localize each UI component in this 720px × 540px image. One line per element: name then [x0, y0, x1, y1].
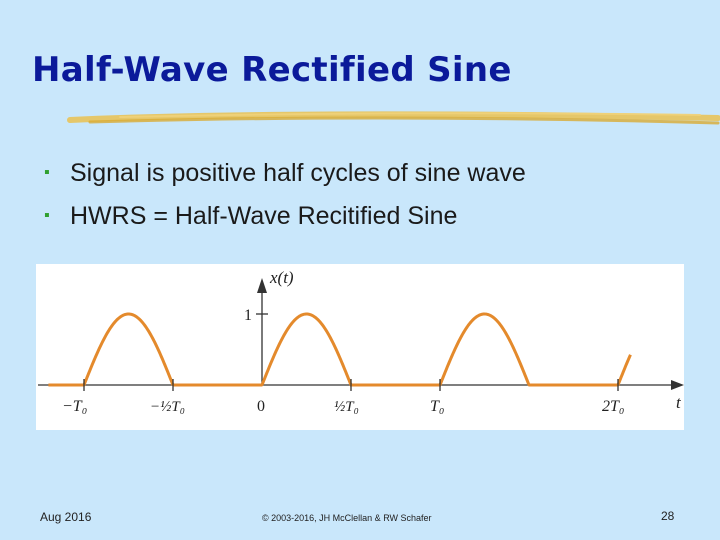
- title-underline-brushstroke: [67, 111, 720, 125]
- footer-copyright: © 2003-2016, JH McClellan & RW Schafer: [262, 513, 432, 523]
- page-number: 28: [661, 509, 675, 523]
- waveform-plot: x(t) 1 t −T₀ −½T₀ 0 ½T₀ T₀ 2T₀: [38, 268, 684, 415]
- bullet-item: ▪ HWRS = Half-Wave Recitified Sine: [44, 201, 526, 231]
- x-tick-label: −T₀: [62, 398, 87, 415]
- bullet-item: ▪ Signal is positive half cycles of sine…: [44, 158, 526, 188]
- square-bullet-icon: ▪: [44, 164, 50, 181]
- slide-title: Half-Wave Rectified Sine: [32, 50, 512, 90]
- square-bullet-icon: ▪: [44, 207, 50, 224]
- footer-date: Aug 2016: [40, 510, 92, 524]
- y-tick-label: 1: [244, 307, 252, 324]
- bullet-list: ▪ Signal is positive half cycles of sine…: [44, 158, 526, 244]
- y-axis-arrow-icon: [257, 278, 267, 293]
- x-axis-arrow-icon: [671, 380, 684, 390]
- x-tick-label: −½T₀: [150, 399, 185, 415]
- x-tick-label: 0: [257, 398, 265, 415]
- bullet-text: HWRS = Half-Wave Recitified Sine: [70, 201, 458, 230]
- bullet-text: Signal is positive half cycles of sine w…: [70, 158, 526, 187]
- x-tick-label: ½T₀: [334, 399, 359, 415]
- x-axis-label: t: [676, 393, 682, 412]
- waveform-line: [48, 312, 632, 387]
- x-tick-label: T₀: [430, 398, 444, 415]
- x-tick-label: 2T₀: [602, 398, 624, 415]
- y-axis-label: x(t): [269, 268, 294, 287]
- waveform-figure: x(t) 1 t −T₀ −½T₀ 0 ½T₀ T₀ 2T₀: [36, 264, 684, 430]
